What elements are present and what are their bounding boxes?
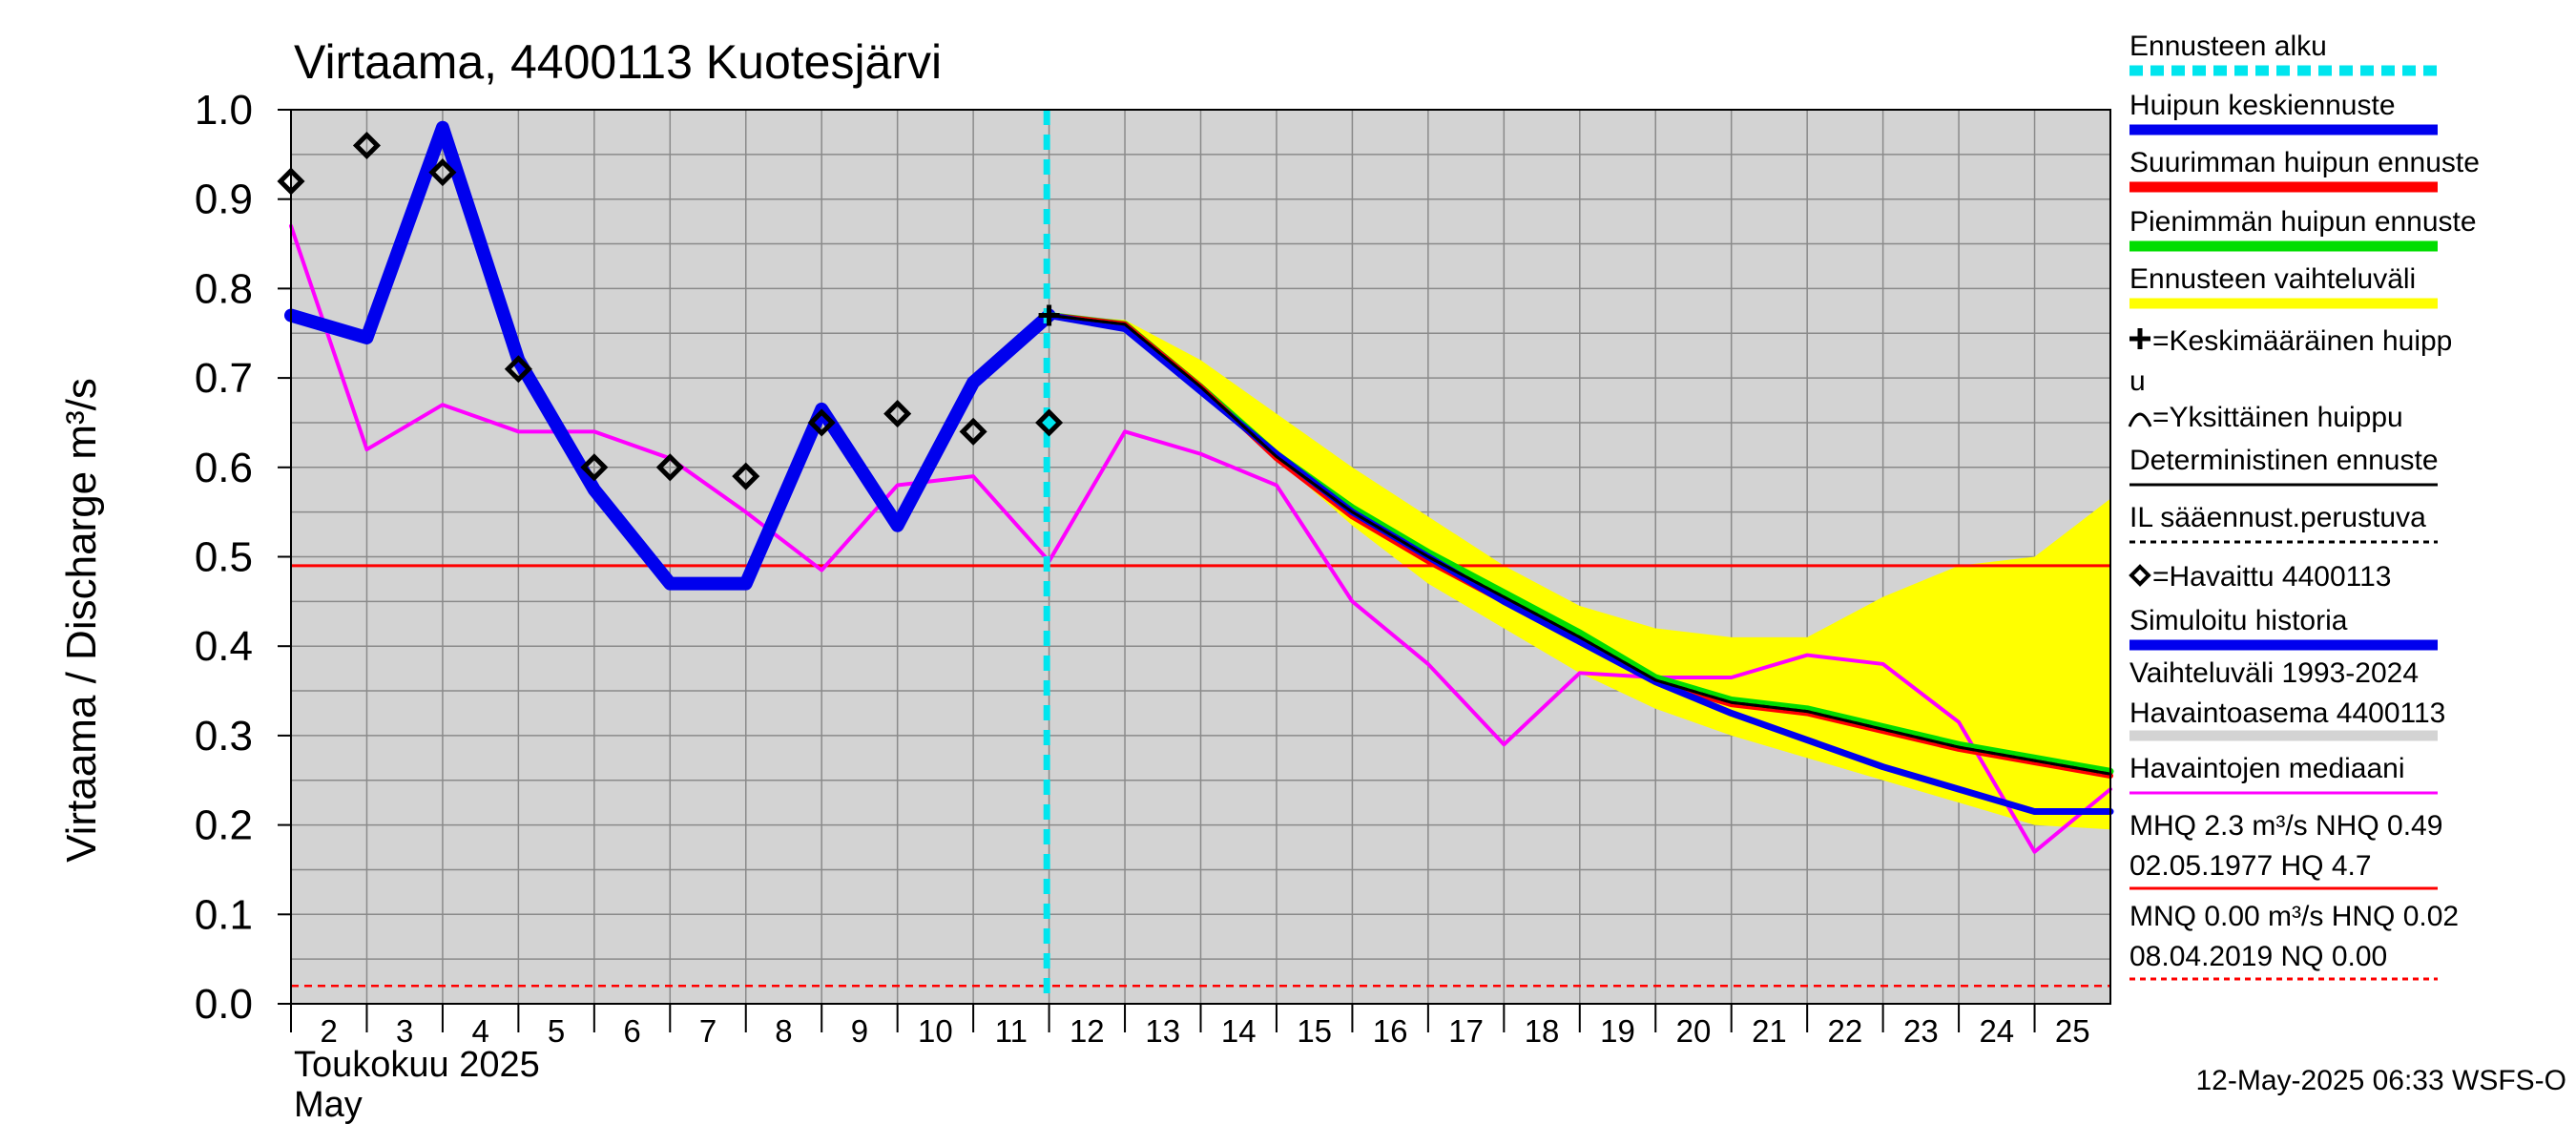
x-tick-label: 14: [1221, 1013, 1257, 1049]
x-tick-label: 9: [851, 1013, 868, 1049]
x-tick-label: 10: [918, 1013, 953, 1049]
x-tick-label: 5: [548, 1013, 565, 1049]
legend-label: =Keskimääräinen huipp: [2152, 325, 2452, 357]
legend-label: 08.04.2019 NQ 0.00: [2129, 941, 2387, 972]
y-tick-label: 0.1: [195, 891, 253, 938]
legend-label: IL sääennust.perustuva: [2129, 502, 2426, 533]
month-label-en: May: [294, 1085, 363, 1125]
y-tick-label: 0.5: [195, 534, 253, 581]
legend-label: Ennusteen vaihteluväli: [2129, 263, 2416, 295]
weather-forecast-line: [1048, 314, 2112, 776]
observed-point: [807, 408, 836, 437]
x-tick-label: 18: [1525, 1013, 1560, 1049]
legend-label: =Yksittäinen huippu: [2152, 402, 2403, 433]
y-tick-label: 1.0: [195, 87, 253, 134]
y-tick-label: 0.6: [195, 445, 253, 491]
plot-area: [277, 109, 2114, 1005]
x-tick-label: 24: [1979, 1013, 2014, 1049]
y-tick-label: 0.7: [195, 355, 253, 402]
mean-peak-forecast-line: [1046, 312, 2114, 816]
legend-label: 02.05.1977 HQ 4.7: [2129, 850, 2372, 882]
x-tick-label: 6: [623, 1013, 640, 1049]
x-tick-label: 16: [1373, 1013, 1408, 1049]
legend-label: Simuloitu historia: [2129, 605, 2348, 636]
x-tick-label: 22: [1828, 1013, 1863, 1049]
legend-label: Havaintojen mediaani: [2129, 753, 2405, 784]
x-tick-label: 19: [1600, 1013, 1635, 1049]
observed-point: [428, 158, 457, 187]
y-tick-label: 0.3: [195, 713, 253, 760]
x-tick-label: 3: [396, 1013, 413, 1049]
x-tick-label: 23: [1903, 1013, 1939, 1049]
simulated-history-line: [284, 120, 1056, 591]
timestamp: 12-May-2025 06:33 WSFS-O: [2196, 1065, 2567, 1096]
x-axis-ticks: 2 3 4 5 6 7 8 9 10 11 12 13 14 15 16 17 18 19 20 21 22 23 24 25: [290, 1004, 2090, 1049]
x-tick-label: 13: [1145, 1013, 1180, 1049]
x-tick-label: 7: [699, 1013, 717, 1049]
legend-label: Ennusteen alku: [2129, 31, 2327, 62]
legend-arc-icon: [2128, 412, 2152, 427]
observed-point: [352, 131, 381, 160]
x-tick-label: 8: [775, 1013, 792, 1049]
mean-peak-marker: [1038, 304, 1060, 326]
legend-label: MHQ 2.3 m³/s NHQ 0.49: [2129, 810, 2442, 842]
x-tick-label: 15: [1297, 1013, 1332, 1049]
legend-label: Vaihteluväli 1993-2024: [2129, 657, 2419, 689]
observed-point: [883, 400, 912, 428]
observed-point: [959, 417, 987, 446]
x-tick-label: 17: [1448, 1013, 1484, 1049]
y-tick-label: 0.9: [195, 177, 253, 223]
legend-label: Huipun keskiennuste: [2129, 90, 2396, 121]
x-tick-label: 25: [2055, 1013, 2090, 1049]
legend-label: Suurimman huipun ennuste: [2129, 147, 2480, 178]
observed-point: [1035, 408, 1064, 437]
median-line: [289, 223, 2112, 854]
forecast-range-band: [1049, 315, 2110, 830]
legend-plus-icon: [2129, 328, 2150, 349]
observed-point: [580, 453, 609, 482]
legend-label: Havaintoasema 4400113: [2129, 697, 2445, 729]
x-tick-label: 2: [321, 1013, 338, 1049]
y-axis-ticks: 0.0 0.1 0.2 0.3 0.4 0.5 0.6 0.7 0.8 0.9 1.0: [195, 87, 291, 1028]
legend-label: MNQ 0.00 m³/s HNQ 0.02: [2129, 901, 2459, 932]
y-axis-label: Virtaama / Discharge m³/s: [58, 378, 105, 863]
observed-point: [732, 462, 760, 490]
y-tick-label: 0.8: [195, 265, 253, 312]
y-tick-label: 0.2: [195, 802, 253, 849]
y-tick-label: 0.0: [195, 981, 253, 1028]
observed-point: [655, 453, 684, 482]
x-tick-label: 20: [1676, 1013, 1712, 1049]
x-tick-label: 21: [1752, 1013, 1787, 1049]
x-tick-label: 11: [995, 1013, 1028, 1049]
chart-title: Virtaama, 4400113 Kuotesjärvi: [294, 35, 942, 89]
legend-diamond-icon: [2129, 564, 2151, 587]
legend: Ennusteen alku Huipun keskiennuste Suurimm…: [2128, 31, 2480, 981]
legend-label: u: [2129, 365, 2146, 397]
legend-label: =Havaittu 4400113: [2152, 561, 2391, 593]
x-tick-label: 12: [1070, 1013, 1105, 1049]
month-label-fi: Toukokuu 2025: [294, 1045, 540, 1085]
x-tick-label: 4: [471, 1013, 488, 1049]
legend-label: Deterministinen ennuste: [2129, 445, 2439, 476]
y-tick-label: 0.4: [195, 623, 253, 670]
legend-label: Pienimmän huipun ennuste: [2129, 206, 2477, 238]
observed-point: [504, 355, 532, 384]
